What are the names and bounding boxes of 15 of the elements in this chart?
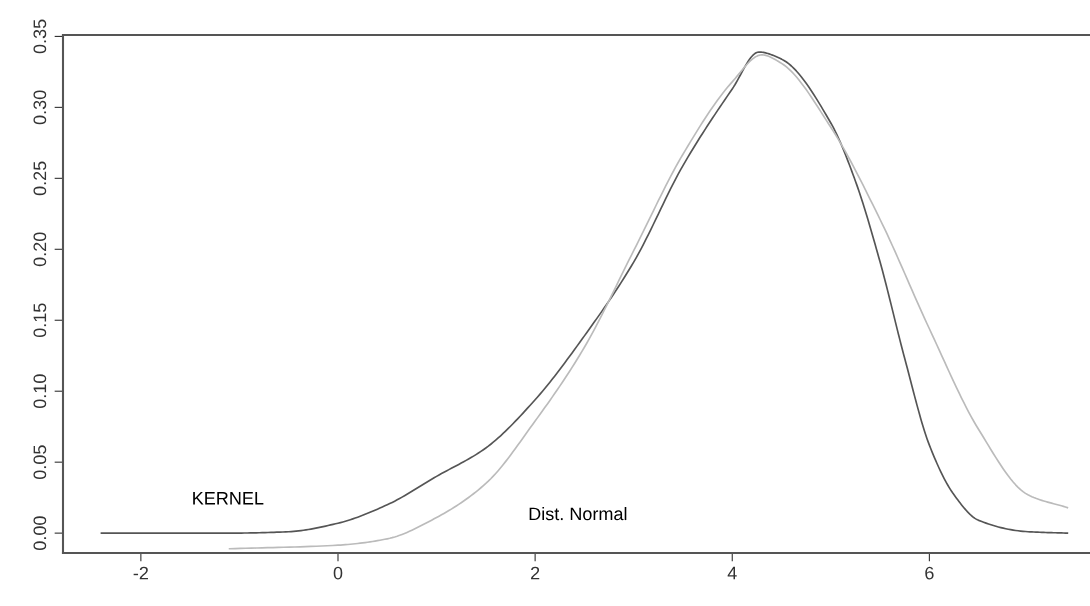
y-tick-label: 0.30	[33, 90, 47, 125]
x-tick-label: 6	[925, 566, 934, 580]
series-label: KERNEL	[193, 492, 264, 505]
x-tick-label: 2	[531, 566, 540, 580]
x-tick-label: 0	[333, 566, 343, 580]
x-tick-label: 4	[727, 566, 737, 580]
y-tick-label: 0.20	[33, 232, 47, 267]
y-tick-label: 0.00	[33, 516, 47, 550]
y-tick-label: 0.35	[33, 19, 47, 54]
y-tick-label: 0.15	[33, 303, 47, 338]
y-tick-label: 0.25	[33, 161, 47, 196]
x-tick-label: -2	[133, 566, 148, 580]
y-tick-label: 0.10	[33, 374, 47, 409]
text: Dist. Normal	[529, 506, 627, 521]
y-tick-label: 0.05	[33, 445, 47, 480]
